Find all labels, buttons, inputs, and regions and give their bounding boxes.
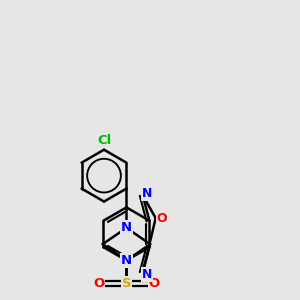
Text: S: S xyxy=(122,277,131,290)
Text: N: N xyxy=(121,221,132,234)
Text: N: N xyxy=(142,268,152,281)
Text: O: O xyxy=(93,277,104,290)
Text: Cl: Cl xyxy=(97,134,111,147)
Text: O: O xyxy=(157,212,167,225)
Text: N: N xyxy=(121,254,132,267)
Text: N: N xyxy=(142,187,152,200)
Text: O: O xyxy=(148,277,160,290)
